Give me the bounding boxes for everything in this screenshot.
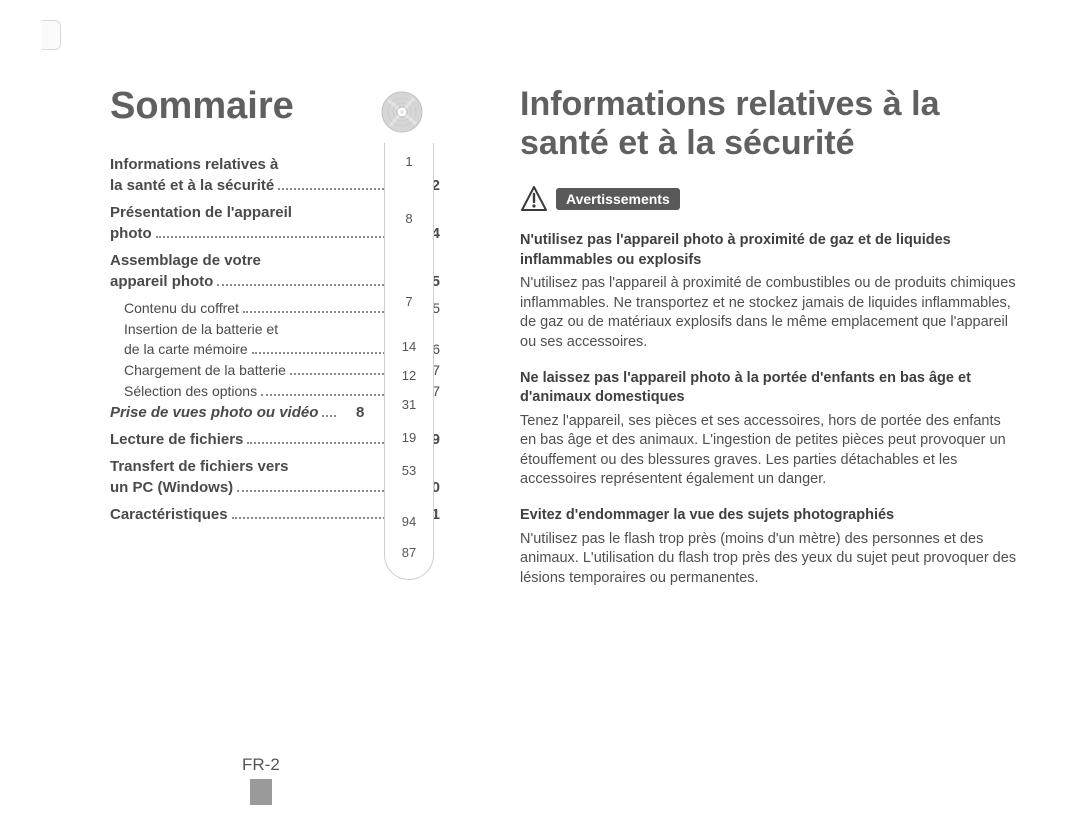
- section-heading: Ne laissez pas l'appareil photo à la por…: [520, 369, 1020, 408]
- warning-label: Avertissements: [556, 188, 680, 210]
- section-body: N'utilisez pas l'appareil à proximité de…: [520, 274, 1020, 352]
- page-number: FR-2: [242, 755, 280, 775]
- toc-label: Chargement de la batterie: [124, 362, 286, 378]
- toc-label: de la carte mémoire: [124, 341, 248, 357]
- toc-label: appareil photo: [110, 273, 213, 290]
- cd-reference-callout: 18714123119539487: [380, 90, 438, 580]
- toc-label: Contenu du coffret: [124, 300, 239, 316]
- safety-heading: Informations relatives à la santé et à l…: [520, 85, 1020, 163]
- toc-label: Transfert de fichiers vers: [110, 458, 288, 475]
- section-heading: Evitez d'endommager la vue des sujets ph…: [520, 506, 1020, 526]
- ref-page: 94: [385, 509, 433, 534]
- right-column: Informations relatives à la santé et à l…: [520, 85, 1020, 604]
- section-body: N'utilisez pas le flash trop près (moins…: [520, 530, 1020, 589]
- warning-icon: [520, 185, 548, 213]
- toc-dots: [322, 406, 336, 417]
- ref-page: 7: [385, 289, 433, 314]
- toc-label: Informations relatives à: [110, 156, 278, 173]
- toc-label: Insertion de la batterie et: [124, 321, 278, 337]
- ref-page: 12: [385, 363, 433, 388]
- section-heading: N'utilisez pas l'appareil photo à proxim…: [520, 231, 1020, 270]
- section-body: Tenez l'appareil, ses pièces et ses acce…: [520, 412, 1020, 490]
- ref-page: 87: [385, 540, 433, 565]
- toc-label: Prise de vues photo ou vidéo: [110, 404, 318, 421]
- safety-sections: N'utilisez pas l'appareil photo à proxim…: [520, 231, 1020, 588]
- ref-page: 53: [385, 458, 433, 483]
- page-number-bar: [250, 779, 272, 805]
- ref-page: 19: [385, 425, 433, 450]
- page: Sommaire Informations relatives àla sant…: [0, 0, 1080, 835]
- toc-label: un PC (Windows): [110, 479, 233, 496]
- toc-label: Caractéristiques: [110, 506, 228, 523]
- warning-badge-row: Avertissements: [520, 185, 1020, 213]
- toc-page: 8: [340, 404, 364, 421]
- page-number-tab: FR-2: [242, 755, 280, 805]
- toc-label: Présentation de l'appareil: [110, 204, 292, 221]
- ref-page: 8: [385, 206, 433, 231]
- cd-icon: [380, 90, 424, 134]
- toc-label: la santé et à la sécurité: [110, 177, 274, 194]
- reference-page-list: 18714123119539487: [384, 143, 434, 580]
- side-tab: [42, 20, 61, 50]
- toc-label: photo: [110, 225, 152, 242]
- toc-label: Sélection des options: [124, 383, 257, 399]
- toc-label: Lecture de fichiers: [110, 431, 243, 448]
- ref-page: 1: [385, 149, 433, 174]
- ref-page: 31: [385, 392, 433, 417]
- ref-page: 14: [385, 334, 433, 359]
- toc-dots: [156, 227, 412, 238]
- toc-label: Assemblage de votre: [110, 252, 261, 269]
